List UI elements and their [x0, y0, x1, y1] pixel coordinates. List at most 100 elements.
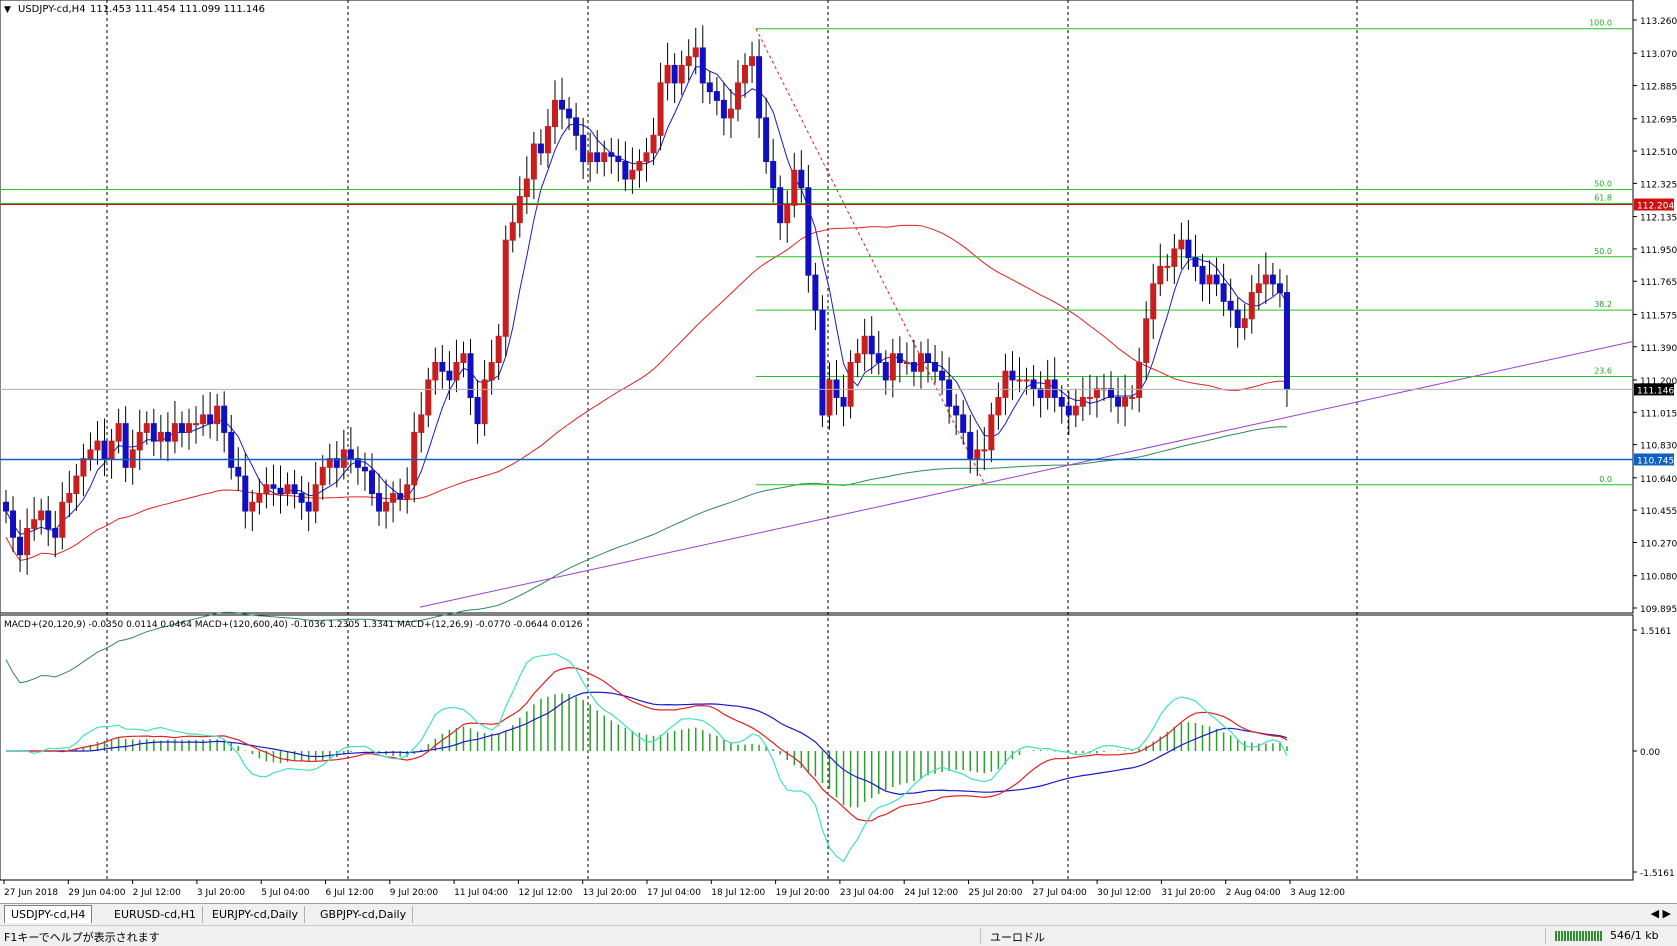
- candle-body: [615, 155, 622, 163]
- candle-body: [516, 195, 523, 224]
- candle-body: [960, 414, 967, 433]
- price-tick-label: 111.015: [1640, 409, 1677, 419]
- candle-body: [587, 152, 594, 163]
- fib-base-line: [755, 28, 986, 486]
- tab-scroll-arrows-icon[interactable]: ◀ ▶: [1650, 907, 1671, 920]
- candle-body: [650, 134, 657, 154]
- candle-body: [566, 108, 573, 119]
- candle-body: [925, 353, 932, 363]
- candle-body: [481, 379, 488, 425]
- price-tick-label: 110.080: [1640, 573, 1677, 583]
- time-tick-label: 27 Jun 2018: [4, 888, 58, 898]
- candle-body: [439, 361, 446, 372]
- horizontal-levels[interactable]: [0, 204, 1633, 461]
- candle-body: [784, 204, 791, 224]
- candle-body: [1199, 265, 1206, 285]
- candle-body: [910, 361, 917, 372]
- candle-body: [636, 161, 643, 171]
- candle-body: [1206, 274, 1213, 285]
- candle-body: [720, 99, 727, 119]
- candle-body: [474, 396, 481, 425]
- candle-body: [861, 335, 868, 355]
- candle-body: [1058, 396, 1065, 407]
- menu-triangle-icon[interactable]: ▼: [4, 5, 11, 15]
- chart-area[interactable]: 100.061.850.050.038.223.60.0 113.260113.…: [0, 0, 1677, 903]
- candle-body: [1051, 379, 1058, 398]
- candle-body: [129, 449, 136, 468]
- price-tick-label: 110.455: [1640, 507, 1677, 517]
- candle-body: [742, 64, 749, 84]
- candle-body: [66, 493, 73, 503]
- candle-body: [889, 353, 896, 381]
- time-tick-label: 9 Jul 20:00: [390, 888, 439, 898]
- candle-body: [847, 361, 854, 407]
- status-help-text: F1キーでヘルプが表示されます: [4, 931, 160, 944]
- macd-tick-label: 1.5161: [1640, 627, 1672, 637]
- status-bar: F1キーでヘルプが表示されます ユーロドル 546/1 kb: [0, 925, 1677, 946]
- candle-body: [622, 161, 629, 180]
- candle-body: [157, 431, 164, 442]
- candle-body: [1143, 318, 1150, 363]
- fib-level-label: 61.8: [1594, 193, 1612, 202]
- tab-eurusd-h1[interactable]: EURUSD-cd,H1: [108, 906, 203, 923]
- candle-body: [932, 361, 939, 372]
- price-tick-label: 112.325: [1640, 180, 1677, 190]
- candle-body: [523, 178, 530, 197]
- candle-body: [551, 99, 558, 128]
- candle-body: [397, 493, 404, 500]
- candle-body: [10, 510, 17, 538]
- candles: [3, 25, 1290, 575]
- candle-body: [1164, 265, 1171, 268]
- candle-body: [1037, 388, 1044, 398]
- fib-level-label: 38.2: [1594, 300, 1612, 309]
- candle-body: [826, 379, 833, 416]
- macd-line-120-600: [6, 666, 1288, 822]
- candle-body: [1269, 274, 1276, 285]
- candle-body: [207, 414, 214, 425]
- candle-body: [713, 91, 720, 101]
- candle-body: [812, 274, 819, 311]
- candle-body: [333, 458, 340, 468]
- candle-body: [185, 423, 192, 433]
- candle-body: [875, 353, 882, 363]
- candle-body: [326, 458, 333, 468]
- candle-body: [727, 108, 734, 119]
- candle-body: [101, 440, 108, 460]
- candle-body: [150, 423, 157, 442]
- candle-body: [80, 458, 87, 477]
- macd-line-12-26: [6, 652, 1288, 863]
- tab-usdjpy-h4[interactable]: USDJPY-cd,H4: [4, 905, 93, 923]
- candle-body: [988, 414, 995, 451]
- price-tick-label: 110.270: [1640, 539, 1677, 549]
- time-tick-label: 13 Jul 20:00: [583, 888, 637, 898]
- candle-body: [678, 64, 685, 84]
- fib-level-label: 100.0: [1589, 19, 1612, 28]
- candle-body: [594, 152, 601, 163]
- candle-body: [376, 493, 383, 512]
- candle-body: [1171, 248, 1178, 267]
- candle-body: [903, 361, 910, 364]
- candle-body: [896, 353, 903, 363]
- candle-body: [390, 493, 397, 503]
- trendline: [419, 341, 1634, 608]
- price-tick-label: 110.640: [1640, 475, 1677, 485]
- macd-panel-frame: [0, 614, 1634, 881]
- candle-body: [1227, 300, 1234, 311]
- status-separator: [980, 928, 981, 944]
- fibonacci-levels[interactable]: 100.0 61.8 50.0 50.0 38.2 23.6 0.0: [0, 19, 1633, 486]
- time-tick-label: 24 Jul 12:00: [904, 888, 958, 898]
- price-tick-label: 112.885: [1640, 83, 1677, 93]
- candle-body: [573, 117, 580, 136]
- candle-body: [1248, 292, 1255, 320]
- tab-gbpjpy-daily[interactable]: GBPJPY-cd,Daily: [314, 906, 414, 923]
- candle-body: [488, 361, 495, 381]
- price-tick-label: 113.070: [1640, 50, 1677, 60]
- tab-eurjpy-daily[interactable]: EURJPY-cd,Daily: [206, 906, 306, 923]
- time-tick-label: 19 Jul 20:00: [776, 888, 830, 898]
- candle-body: [995, 396, 1002, 416]
- price-tick-label: 111.575: [1640, 311, 1677, 321]
- candle-body: [17, 536, 24, 556]
- candle-body: [1086, 396, 1093, 399]
- candle-body: [798, 169, 805, 189]
- price-tick-label: 111.390: [1640, 344, 1677, 354]
